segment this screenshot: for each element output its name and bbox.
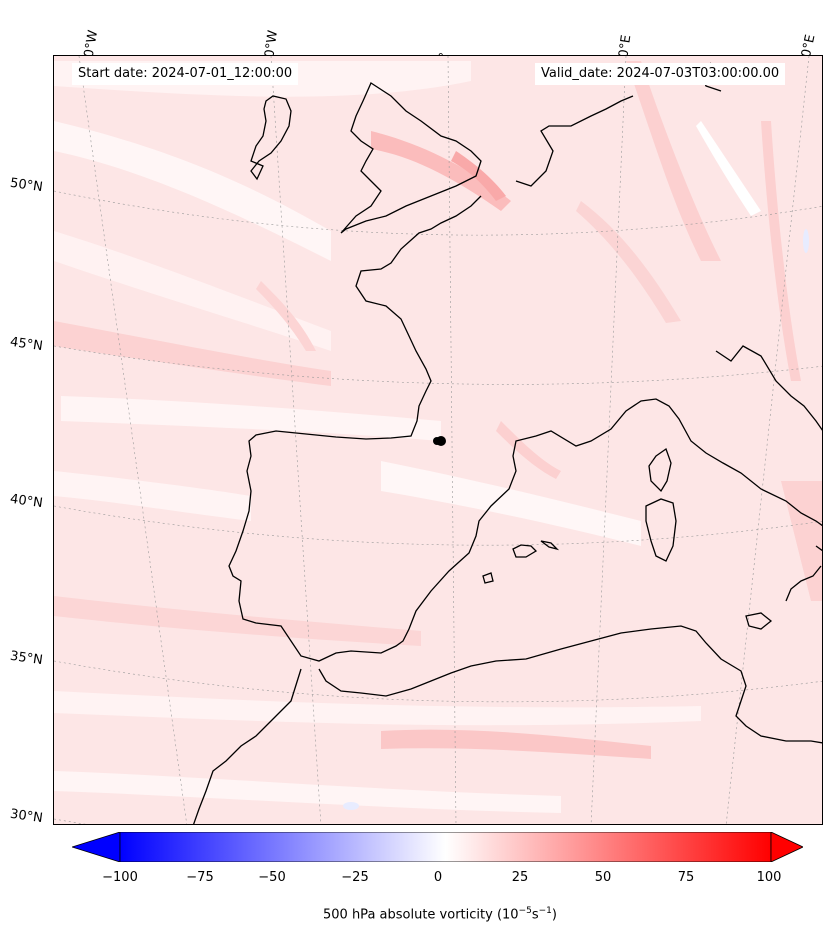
graticule <box>54 56 822 824</box>
lat-label-30n: 30°N <box>9 806 44 827</box>
valid-date-label: Valid_date: 2024-07-03T03:00:00.00 <box>535 63 786 85</box>
colorbar-tick: 75 <box>677 870 695 885</box>
colorbar-max-extend <box>770 832 803 862</box>
colorbar-tick: −50 <box>258 870 286 885</box>
lat-label-35n: 35°N <box>9 648 44 669</box>
colorbar-tick: 25 <box>511 870 529 885</box>
lat-label-40n: 40°N <box>9 491 44 512</box>
colorbar-title-close: ) <box>551 907 557 923</box>
colorbar-title-exp: −5 <box>518 906 532 916</box>
colorbar-tick: −75 <box>186 870 214 885</box>
colorbar-title-exp2: −1 <box>538 906 552 916</box>
colorbar <box>72 832 803 862</box>
lat-label-50n: 50°N <box>9 175 44 196</box>
colorbar-tick: 100 <box>756 870 782 885</box>
vorticity-map <box>54 56 822 824</box>
colorbar-tick: −100 <box>102 870 138 885</box>
colorbar-tick: −25 <box>341 870 369 885</box>
colorbar-tick: 0 <box>433 870 443 885</box>
start-date-label: Start date: 2024-07-01_12:00:00 <box>72 63 299 85</box>
colorbar-tick: 50 <box>594 870 612 885</box>
colorbar-title-text: 500 hPa absolute vorticity (10 <box>323 907 519 923</box>
colorbar-gradient <box>119 832 772 862</box>
colorbar-title-unit: s <box>531 907 539 923</box>
colorbar-min-extend <box>72 832 121 862</box>
lat-label-45n: 45°N <box>9 334 44 355</box>
map-panel <box>53 55 823 825</box>
colorbar-title: 500 hPa absolute vorticity (10−5s−1) <box>0 906 832 922</box>
